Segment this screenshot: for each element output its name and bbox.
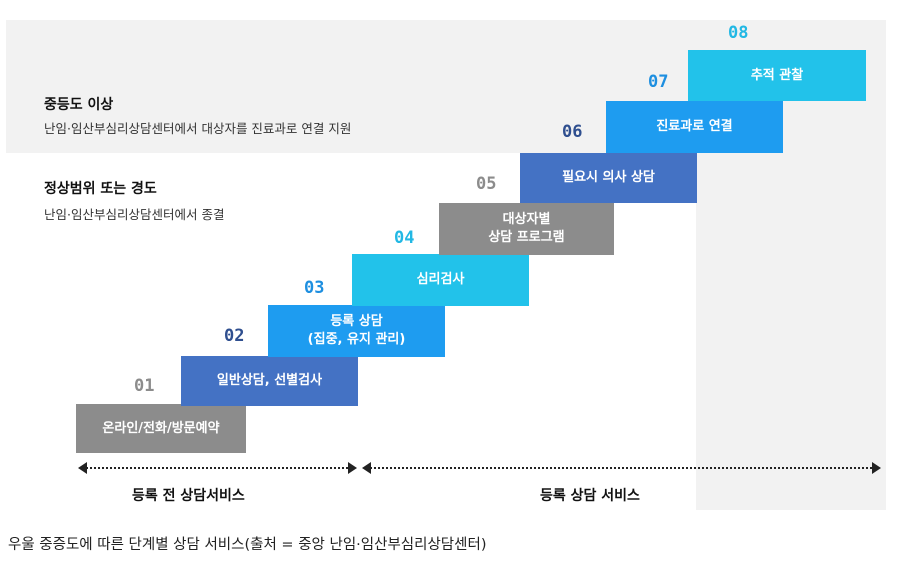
step-03-number: 03: [304, 278, 325, 298]
followup-band: [696, 153, 886, 510]
step-03-box: 등록 상담 (집중, 유지 관리): [268, 305, 445, 357]
step-08-box: 추적 관찰: [688, 50, 866, 101]
legend-moderate-desc: 난임·임산부심리상담센터에서 대상자를 진료과로 연결 지원: [44, 121, 352, 136]
step-02-number: 02: [224, 326, 245, 346]
step-04-number: 04: [394, 228, 415, 248]
step-06-label: 필요시 의사 상담: [562, 170, 655, 186]
legend-moderate-title: 중등도 이상: [44, 97, 114, 113]
step-08-number: 08: [728, 23, 749, 43]
legend-normal-title: 정상범위 또는 경도: [44, 181, 157, 197]
step-07-number: 07: [648, 72, 669, 92]
step-02-box: 일반상담, 선별검사: [181, 356, 358, 406]
step-01-number: 01: [134, 376, 155, 396]
pre-phase-arrow-right-head: [348, 462, 357, 474]
registered-phase-arrow-line: [370, 467, 872, 469]
registered-phase-label: 등록 상담 서비스: [540, 488, 640, 504]
pre-phase-label: 등록 전 상담서비스: [132, 488, 245, 504]
figure-caption: 우울 중증도에 따른 단계별 상담 서비스(출처 = 중앙 난임·임산부심리상담…: [8, 537, 487, 553]
counseling-steps-diagram: 중등도 이상 난임·임산부심리상담센터에서 대상자를 진료과로 연결 지원 정상…: [6, 20, 886, 510]
step-06-box: 필요시 의사 상담: [520, 153, 697, 203]
step-03-label-line2: (집중, 유지 관리): [307, 332, 406, 347]
legend-normal-desc: 난임·임산부심리상담센터에서 종결: [44, 207, 225, 222]
step-06-number: 06: [562, 122, 583, 142]
pre-phase-arrow-line: [86, 467, 348, 469]
step-02-label: 일반상담, 선별검사: [216, 373, 323, 389]
step-01-box: 온라인/전화/방문예약: [76, 404, 246, 453]
step-05-label-line2: 상담 프로그램: [488, 230, 565, 245]
registered-phase-arrow-left-head: [362, 462, 371, 474]
step-05-label-line1: 대상자별: [502, 212, 551, 228]
registered-phase-arrow-right-head: [872, 462, 881, 474]
step-05-number: 05: [476, 174, 497, 194]
step-07-box: 진료과로 연결: [606, 101, 783, 153]
step-08-label: 추적 관찰: [750, 67, 804, 83]
step-01-label: 온라인/전화/방문예약: [102, 420, 220, 436]
pre-phase-arrow-left-head: [78, 462, 87, 474]
step-05-box: 대상자별 상담 프로그램: [439, 203, 614, 255]
step-07-label: 진료과로 연결: [656, 119, 733, 135]
step-04-box: 심리검사: [352, 254, 529, 306]
step-04-label: 심리검사: [416, 272, 465, 288]
step-03-label-line1: 등록 상담: [330, 314, 383, 330]
